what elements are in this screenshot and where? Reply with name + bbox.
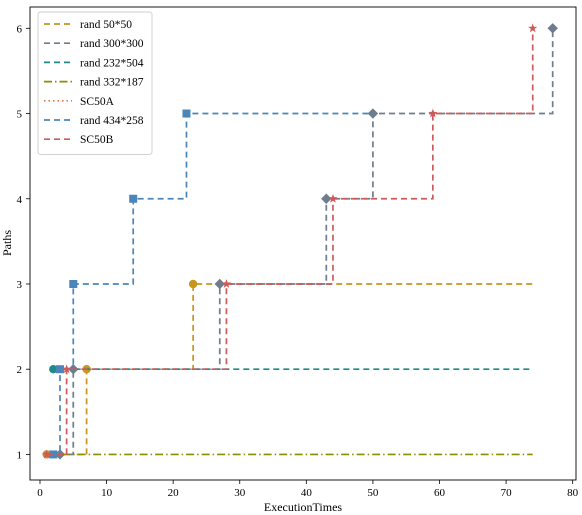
y-tick-label: 6: [17, 23, 23, 35]
x-tick-label: 40: [301, 487, 313, 499]
data-point: [55, 365, 64, 374]
x-axis-label: ExecutionTimes: [264, 500, 343, 514]
axes-layer: 0 10 20 30 40 50 60 70 80 1 2 3 4 5 6: [17, 23, 579, 499]
series-layer: [42, 23, 558, 460]
legend-item: SC50A: [44, 96, 115, 108]
data-point: [428, 108, 438, 118]
data-point: [49, 365, 58, 374]
legend-item: rand 300*300: [44, 38, 144, 50]
plot-frame: [29, 6, 577, 481]
x-tick-label: 70: [501, 487, 513, 499]
series-line: [46, 28, 534, 456]
legend-label: rand 232*504: [80, 57, 144, 69]
data-point: [547, 23, 558, 34]
x-tick-label: 20: [168, 487, 180, 499]
data-point: [188, 279, 198, 289]
data-point: [182, 109, 191, 118]
data-point: [328, 193, 338, 203]
y-tick-label: 3: [17, 279, 23, 291]
legend-item: SC50B: [44, 134, 114, 146]
data-point: [221, 279, 231, 288]
y-axis-label: Paths: [0, 230, 14, 256]
legend-label: SC50A: [80, 96, 115, 108]
legend-item: rand 434*258: [44, 115, 144, 127]
legend-label: rand 434*258: [80, 115, 144, 127]
x-tick-label: 0: [37, 487, 43, 499]
series-5: [49, 109, 373, 459]
data-point: [42, 449, 52, 459]
x-tick-label: 50: [367, 487, 379, 499]
y-tick-label: 4: [17, 194, 23, 206]
legend-item: rand 50*50: [44, 19, 132, 31]
legend-item: rand 232*504: [44, 57, 144, 69]
data-point: [49, 450, 58, 459]
legend-label: rand 332*187: [80, 77, 144, 89]
series-line: [53, 112, 373, 456]
data-point: [214, 278, 225, 290]
legend-label: SC50B: [80, 134, 114, 146]
y-tick-label: 2: [17, 364, 23, 376]
data-point: [69, 279, 78, 288]
data-point: [528, 23, 538, 33]
x-tick-label: 10: [101, 487, 113, 499]
x-tick-label: 60: [434, 487, 446, 499]
legend-label: rand 50*50: [80, 19, 132, 31]
data-point: [321, 193, 332, 204]
legend-label: rand 300*300: [80, 38, 144, 50]
y-tick-label: 5: [17, 109, 23, 121]
x-tick-label: 80: [567, 487, 579, 499]
legend-box: [37, 11, 153, 155]
x-tick-label: 30: [234, 487, 246, 499]
legend-item: rand 332*187: [44, 77, 144, 89]
series-2: [49, 365, 533, 374]
y-tick-label: 1: [17, 449, 23, 461]
data-point: [129, 194, 138, 203]
series-6: [42, 23, 538, 459]
legend: rand 50*50 rand 300*300 rand 232*504 rand 3…: [37, 11, 153, 155]
data-point: [62, 364, 72, 374]
